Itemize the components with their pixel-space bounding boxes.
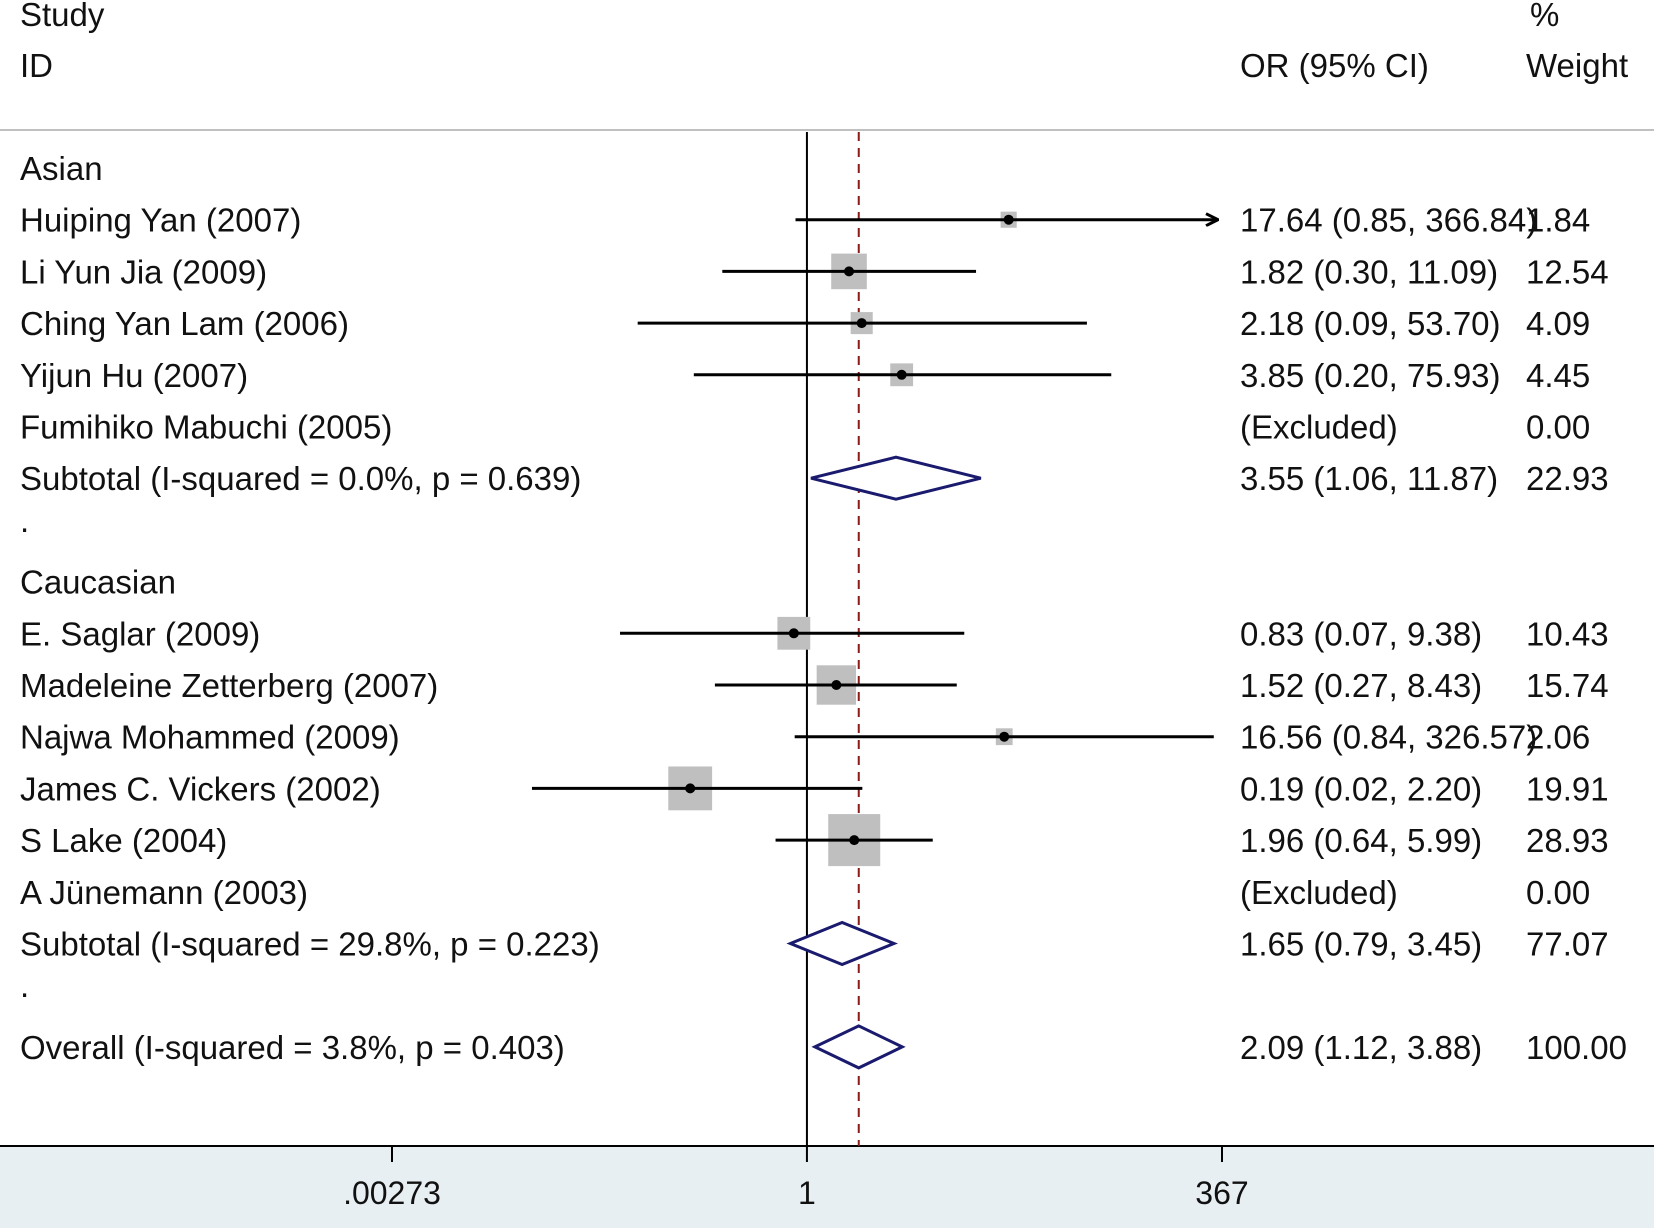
header-study: Study	[20, 0, 105, 33]
forest-rows: Asian Huiping Yan (2007) 17.64 (0.85, 366.…	[20, 150, 1627, 1070]
forest-row-study: Yijun Hu (2007) 3.85 (0.20, 75.93) 4.45	[20, 357, 1590, 394]
or-ci-value: 0.83 (0.07, 9.38)	[1240, 615, 1482, 652]
header-id: ID	[20, 47, 53, 84]
weight-value: 100.00	[1526, 1029, 1627, 1066]
weight-value: 0.00	[1526, 409, 1590, 446]
subtotal-diamond	[810, 455, 982, 501]
forest-row-study: Li Yun Jia (2009) 1.82 (0.30, 11.09) 12.54	[20, 253, 1609, 290]
weight-value: 28.93	[1526, 822, 1609, 859]
weight-value: 12.54	[1526, 253, 1609, 290]
study-label: Yijun Hu (2007)	[20, 357, 248, 394]
forest-row-group: Caucasian	[20, 564, 176, 601]
or-ci-value: (Excluded)	[1240, 874, 1398, 911]
forest-row-study: Ching Yan Lam (2006) 2.18 (0.09, 53.70) 4.…	[20, 305, 1590, 342]
study-label: Fumihiko Mabuchi (2005)	[20, 409, 392, 446]
weight-value: 19.91	[1526, 770, 1609, 807]
or-ci-value: 1.82 (0.30, 11.09)	[1240, 253, 1498, 290]
weight-value: 4.45	[1526, 357, 1590, 394]
study-label: Huiping Yan (2007)	[20, 202, 301, 239]
or-ci-value: 3.85 (0.20, 75.93)	[1240, 357, 1501, 394]
forest-row-excluded: A Jünemann (2003) (Excluded) 0.00	[20, 874, 1590, 911]
or-ci-value: 2.09 (1.12, 3.88)	[1240, 1029, 1482, 1066]
forest-row-spacer: .	[20, 967, 29, 1004]
forest-row-group: Asian	[20, 150, 103, 187]
study-label: Madeleine Zetterberg (2007)	[20, 667, 438, 704]
group-label: Caucasian	[20, 564, 176, 601]
forest-row-spacer: .	[20, 502, 29, 539]
or-ci-value: 17.64 (0.85, 366.84)	[1240, 202, 1537, 239]
or-ci-value: (Excluded)	[1240, 409, 1398, 446]
subtotal-label: Subtotal (I-squared = 0.0%, p = 0.639)	[20, 460, 581, 497]
study-label: Li Yun Jia (2009)	[20, 253, 267, 290]
x-axis-band	[0, 1146, 1654, 1228]
weight-value: 77.07	[1526, 926, 1609, 963]
point-estimate	[844, 266, 855, 277]
weight-value: 4.09	[1526, 305, 1590, 342]
study-label: S Lake (2004)	[20, 822, 227, 859]
weight-value: 0.00	[1526, 874, 1590, 911]
point-estimate	[896, 369, 907, 380]
overall-label: Overall (I-squared = 3.8%, p = 0.403)	[20, 1029, 565, 1066]
subtotal-label: Subtotal (I-squared = 29.8%, p = 0.223)	[20, 926, 600, 963]
study-label: Ching Yan Lam (2006)	[20, 305, 349, 342]
weight-value: 15.74	[1526, 667, 1609, 704]
x-tick-label: .00273	[343, 1175, 441, 1211]
forest-row-subtotal: Subtotal (I-squared = 29.8%, p = 0.223) 1…	[20, 920, 1609, 967]
or-ci-value: 16.56 (0.84, 326.57)	[1240, 719, 1537, 756]
forest-row-study: James C. Vickers (2002) 0.19 (0.02, 2.20)…	[20, 766, 1609, 811]
forest-row-subtotal: Subtotal (I-squared = 0.0%, p = 0.639) 3.…	[20, 455, 1609, 501]
forest-row-study: Najwa Mohammed (2009) 16.56 (0.84, 326.57…	[20, 719, 1590, 756]
point-estimate	[999, 731, 1010, 742]
header-weight: Weight	[1526, 47, 1628, 84]
point-estimate	[856, 318, 867, 329]
forest-row-study: S Lake (2004) 1.96 (0.64, 5.99) 28.93	[20, 814, 1609, 867]
group-label: Asian	[20, 150, 103, 187]
or-ci-value: 2.18 (0.09, 53.70)	[1240, 305, 1501, 342]
point-estimate	[788, 628, 799, 639]
or-ci-value: 1.65 (0.79, 3.45)	[1240, 926, 1482, 963]
forest-row-study: Madeleine Zetterberg (2007) 1.52 (0.27, 8…	[20, 665, 1609, 705]
spacer-dot: .	[20, 502, 29, 539]
forest-row-study: E. Saglar (2009) 0.83 (0.07, 9.38) 10.43	[20, 615, 1609, 652]
forest-row-overall: Overall (I-squared = 3.8%, p = 0.403) 2.0…	[20, 1024, 1627, 1070]
weight-value: 1.84	[1526, 202, 1590, 239]
weight-value: 22.93	[1526, 460, 1609, 497]
x-tick-label: 1	[798, 1175, 816, 1211]
overall-diamond	[811, 1024, 906, 1070]
subtotal-diamond	[786, 920, 898, 967]
point-estimate	[849, 835, 860, 846]
header-percent: %	[1530, 0, 1559, 33]
study-label: James C. Vickers (2002)	[20, 770, 381, 807]
weight-value: 10.43	[1526, 615, 1609, 652]
point-estimate	[1003, 214, 1014, 225]
x-tick-label: 367	[1195, 1175, 1248, 1211]
x-axis-ticks: .00273 1 367	[343, 1146, 1249, 1211]
weight-value: 2.06	[1526, 719, 1590, 756]
or-ci-value: 1.96 (0.64, 5.99)	[1240, 822, 1482, 859]
point-estimate	[685, 783, 696, 794]
study-label: E. Saglar (2009)	[20, 615, 260, 652]
forest-row-excluded: Fumihiko Mabuchi (2005) (Excluded) 0.00	[20, 409, 1590, 446]
or-ci-value: 3.55 (1.06, 11.87)	[1240, 460, 1498, 497]
forest-row-study: Huiping Yan (2007) 17.64 (0.85, 366.84)1.…	[20, 202, 1590, 239]
or-ci-value: 1.52 (0.27, 8.43)	[1240, 667, 1482, 704]
or-ci-value: 0.19 (0.02, 2.20)	[1240, 770, 1482, 807]
study-label: Najwa Mohammed (2009)	[20, 719, 400, 756]
point-estimate	[831, 680, 842, 690]
header-or-ci: OR (95% CI)	[1240, 47, 1429, 84]
spacer-dot: .	[20, 967, 29, 1004]
study-label: A Jünemann (2003)	[20, 874, 308, 911]
